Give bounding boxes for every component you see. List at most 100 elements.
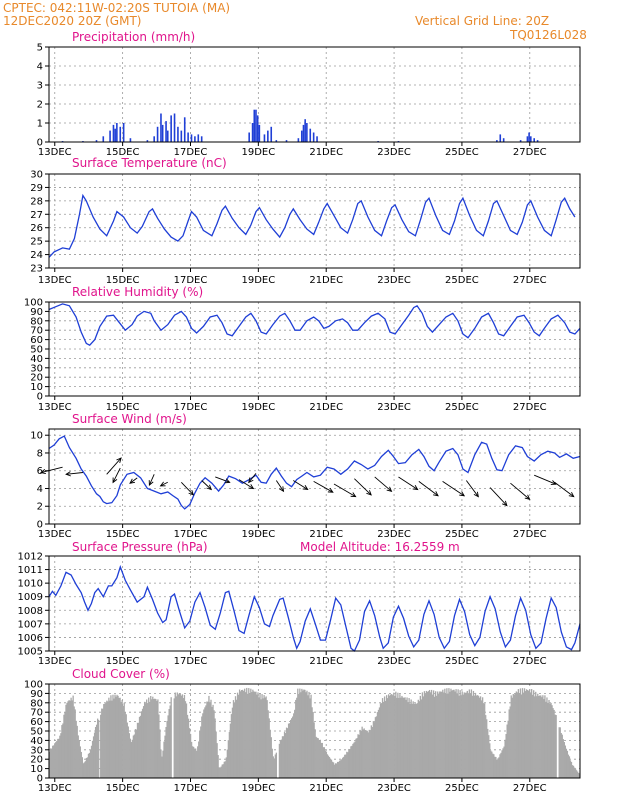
cloud-bar [538,695,540,778]
cloud-bar [213,710,215,778]
cloud-bar [271,748,273,778]
x-tick-label: 27DEC [513,656,547,667]
cloud-bar [503,746,505,778]
precip-bar [258,124,261,142]
cloud-bar [77,735,79,778]
cloud-bar [392,695,394,778]
precip-bar [256,115,259,142]
cloud-bar [241,689,244,778]
cloud-bar [221,764,223,778]
cloud-title: Cloud Cover (%) [72,667,170,681]
cloud-bar [95,724,98,778]
cloud-bar [368,729,370,778]
cloud-bar [535,691,537,778]
precip-bar [275,140,278,142]
cloud-bar [260,699,262,778]
cloud-bar [119,697,121,778]
y-tick-label: 20 [30,755,43,766]
cloud-bar [561,734,563,778]
plot-frame [48,683,581,779]
precip-bar [528,132,530,142]
cloud-bar [224,761,226,778]
cloud-bar [250,688,252,778]
cloud-bar [567,754,570,778]
precip-bar [187,132,189,142]
cloud-bar [448,688,450,778]
cloud-bar [259,693,261,778]
cloud-bar [306,690,308,778]
cloud-bar [94,726,97,778]
cloud-bar [548,700,550,778]
cloud-bar [150,696,152,778]
x-tick-label: 17DEC [174,529,208,540]
cloud-bar [275,752,278,778]
x-tick-label: 13DEC [38,783,72,794]
cloud-bar [416,703,418,778]
cloud-bar [58,738,60,778]
cloud-bar [266,700,268,778]
cloud-bar [364,729,366,778]
cloud-bar [176,692,178,778]
cloud-bar [146,699,148,778]
cloud-bar [445,693,447,778]
cloud-bar [462,694,464,778]
y-tick-label: 50 [30,727,43,738]
cloud-bar [246,687,248,778]
cloud-bar [500,752,502,778]
cloud-bar [490,750,492,778]
cloud-bar [158,714,160,778]
cloud-bar [469,693,472,778]
wind-arrow [160,481,168,487]
cloud-bar [432,690,435,778]
cloud-bar [574,768,577,778]
cloud-bar [329,758,332,778]
x-tick-label: 19DEC [241,147,275,158]
cloud-bar [169,705,171,778]
cloud-bar [69,700,71,778]
cloud-bar [159,729,161,778]
cloud-bar [148,697,150,778]
cloud-bar [452,689,454,778]
cloud-bar [344,754,346,778]
cloud-bar [184,701,187,778]
x-tick-label: 17DEC [174,402,208,413]
cloud-bar [138,716,141,778]
precip-bar [300,130,303,142]
cloud-bar [151,699,153,778]
cloud-bar [343,756,345,778]
cloud-bar [372,721,375,778]
cloud-bar [402,697,404,778]
cloud-bar [444,688,446,778]
cloud-bar [179,694,182,778]
cloud-bar [529,692,532,778]
cloud-bar [307,695,309,778]
wind-arrow-head [568,492,575,498]
cloud-bar [255,691,257,778]
cloud-bar [517,689,520,778]
precip-bar [112,124,115,142]
cloud-bar [505,733,507,778]
cloud-bar [336,761,339,778]
cloud-bar [311,707,313,778]
precip-bar [297,138,300,142]
cloud-bar [321,742,323,778]
cloud-bar [254,691,256,778]
cloud-bar [545,701,547,778]
cloud-bar [261,694,263,778]
precip-bar [309,128,312,142]
wind-arrow-head [386,486,393,493]
plot-frame [48,46,581,143]
cloud-bar [399,694,401,778]
cloud-bar [304,689,306,778]
cloud-bar [293,713,295,778]
cloud-bar [210,699,212,778]
pressure-title: Surface Pressure (hPa) [72,540,208,554]
cloud-bar [130,742,133,778]
cloud-bar [320,742,322,778]
cloud-bar [65,704,67,778]
wind-arrow [215,476,230,483]
precip-bar [316,136,318,142]
precip-bar [114,128,116,142]
cloud-bar [303,689,305,778]
cloud-bar [247,693,249,778]
